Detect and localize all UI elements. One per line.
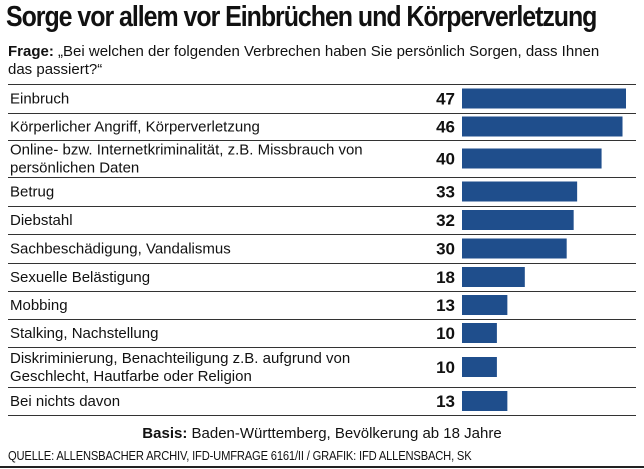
bar-row: Diskriminierung, Benachteiligung z.B. au… xyxy=(8,350,636,388)
bar-row: Betrug 33 xyxy=(8,181,636,207)
bar-row: Sexuelle Belästigung 18 xyxy=(8,267,636,292)
value-label: 13 xyxy=(436,296,455,315)
value-label: 18 xyxy=(436,268,455,287)
category-label: Einbruch xyxy=(10,91,69,108)
bar xyxy=(462,210,574,230)
category-label: Online- bzw. Internetkriminalität, z.B. … xyxy=(10,142,363,159)
bar xyxy=(462,148,602,169)
category-label: Körperlicher Angriff, Körperverletzung xyxy=(10,119,260,136)
value-label: 30 xyxy=(436,240,455,259)
bar xyxy=(462,295,508,315)
question: Frage: „Bei welchen der folgenden Verbre… xyxy=(8,43,608,79)
category-label: Diebstahl xyxy=(10,212,73,229)
category-label: Sexuelle Belästigung xyxy=(10,269,150,286)
category-label: Bei nichts davon xyxy=(10,393,120,410)
bar xyxy=(462,88,626,109)
question-text: „Bei welchen der folgenden Verbrechen ha… xyxy=(8,43,600,78)
value-label: 46 xyxy=(436,118,455,137)
bar xyxy=(462,323,497,343)
category-label: Sachbeschädigung, Vandalismus xyxy=(10,241,231,258)
value-label: 10 xyxy=(436,358,455,377)
source-credit: QUELLE: ALLENSBACHER ARCHIV, IFD-UMFRAGE… xyxy=(8,448,472,463)
bar xyxy=(462,181,578,202)
bar-row: Diebstahl 32 xyxy=(8,210,636,235)
bar xyxy=(462,116,623,137)
chart-title: Sorge vor allem vor Einbrüchen und Körpe… xyxy=(6,1,597,33)
category-label: Betrug xyxy=(10,184,54,201)
basis-label: Basis: xyxy=(142,425,188,442)
bar-row: Körperlicher Angriff, Körperverletzung 46 xyxy=(8,116,636,141)
value-label: 40 xyxy=(436,150,455,169)
bar-chart: Einbruch 47 Körperlicher Angriff, Körperve… xyxy=(8,84,636,416)
value-label: 32 xyxy=(436,211,455,230)
bar xyxy=(462,238,567,259)
bar-row: Online- bzw. Internetkriminalität, z.B. … xyxy=(8,142,636,178)
question-label: Frage: xyxy=(8,43,54,60)
bar-row: Mobbing 13 xyxy=(8,295,636,320)
bar-row: Stalking, Nachstellung 10 xyxy=(8,323,636,348)
basis-note: Basis: Baden-Württemberg, Bevölkerung ab… xyxy=(0,425,644,442)
bar xyxy=(462,357,497,377)
basis-text: Baden-Württemberg, Bevölkerung ab 18 Jah… xyxy=(191,425,502,442)
bar-row: Sachbeschädigung, Vandalismus 30 xyxy=(8,238,636,264)
value-label: 13 xyxy=(436,392,455,411)
value-label: 33 xyxy=(436,183,455,202)
category-label: Diskriminierung, Benachteiligung z.B. au… xyxy=(10,350,350,367)
category-label: persönlichen Daten xyxy=(10,160,139,177)
category-label: Geschlecht, Hautfarbe oder Religion xyxy=(10,368,252,385)
bar-row: Einbruch 47 xyxy=(8,88,636,114)
category-label: Stalking, Nachstellung xyxy=(10,325,158,342)
bar xyxy=(462,391,508,411)
value-label: 10 xyxy=(436,324,455,343)
value-label: 47 xyxy=(436,90,455,109)
bar-row: Bei nichts davon 13 xyxy=(8,391,636,416)
bottom-rule xyxy=(0,466,644,468)
bar xyxy=(462,267,525,287)
category-label: Mobbing xyxy=(10,297,68,314)
